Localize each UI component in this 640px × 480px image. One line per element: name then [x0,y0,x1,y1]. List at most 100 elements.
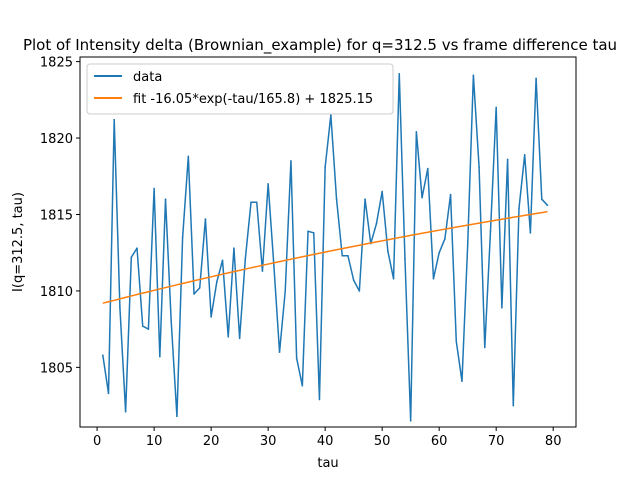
data-point [358,290,361,292]
y-axis: 1805 1810 1815 1820 1825 [40,56,80,376]
data-point [221,259,224,262]
data-point [409,420,412,422]
series-line-fit [102,210,548,304]
data-point [352,279,355,282]
data-point [141,325,144,327]
legend: data fit -16.05*exp(-tau/165.8) + 1825.1… [86,63,394,115]
data-point [489,230,492,233]
data-point [216,280,218,283]
y-tick-label: 1805 [40,361,73,376]
data-point [461,380,463,382]
data-point [318,398,321,401]
data-point [181,236,184,239]
data-point [176,415,178,418]
data-point [290,160,292,162]
y-tick-label: 1825 [40,56,73,71]
data-point [535,77,537,80]
data-point [124,410,127,413]
data-point [273,264,275,266]
data-point [301,384,304,387]
x-axis-label: tau [317,456,338,471]
data-point [449,193,452,196]
legend-box [86,63,394,115]
data-point [238,337,241,340]
data-point [324,166,326,168]
data-point [159,355,161,358]
data-point [233,247,235,249]
data-point [198,287,201,289]
data-point [387,250,389,252]
data-point [227,335,230,338]
data-point [147,328,150,330]
data-point [284,290,287,292]
data-point [307,230,309,233]
data-point [364,198,366,200]
data-point [455,340,458,343]
data-point [398,73,401,75]
data-point [153,187,155,190]
y-tick-label: 1810 [40,285,73,300]
axes-frame [79,56,577,428]
legend-label-data: data [133,70,162,85]
data-point [187,155,190,158]
data-point [267,183,269,185]
data-point [119,306,121,309]
data-point [250,201,252,204]
data-point [438,251,440,254]
data-point [426,167,429,170]
data-point [523,154,526,156]
series-layer [102,73,549,422]
data-point [210,316,212,318]
data-point [466,244,469,246]
data-point [136,247,138,249]
data-point [518,207,520,210]
x-axis: 0 10 20 30 40 50 60 70 80 [93,427,562,449]
data-point [347,254,349,257]
data-point [204,218,207,220]
data-point [444,238,446,240]
data-point [415,131,418,133]
x-tick-label: 20 [203,434,220,449]
y-tick-label: 1820 [40,132,73,147]
data-point [341,254,344,257]
data-point [483,346,486,349]
data-point [392,277,395,280]
x-tick-label: 70 [488,434,505,449]
data-point [546,204,549,207]
data-point [478,166,480,168]
data-point [255,201,258,204]
data-point [529,232,532,234]
data-point [432,277,435,280]
x-tick-label: 0 [93,434,101,449]
x-tick-label: 80 [545,434,562,449]
data-point [495,106,497,109]
data-point [278,351,281,353]
y-axis-label: I(q=312.5, tau) [11,192,26,292]
x-tick-label: 40 [317,434,334,449]
data-point [512,404,515,407]
data-point [375,222,378,225]
data-point [164,198,167,200]
data-point [107,392,110,395]
data-point [330,114,332,116]
x-tick-label: 30 [260,434,277,449]
data-point [472,74,475,77]
data-point [540,198,543,200]
data-point [244,258,247,260]
data-point [381,190,383,193]
data-point [335,198,338,200]
data-point [113,118,116,121]
data-point [312,232,315,234]
data-point [170,320,173,323]
data-point [506,158,509,161]
x-tick-label: 60 [431,434,448,449]
legend-label-fit: fit -16.05*exp(-tau/165.8) + 1825.15 [133,92,373,107]
data-point [421,196,423,199]
axes-background [80,57,576,427]
plot-area [80,57,576,427]
data-point [501,306,503,309]
x-tick-label: 10 [146,434,163,449]
data-point [295,357,298,359]
y-tick-label: 1815 [40,208,73,223]
